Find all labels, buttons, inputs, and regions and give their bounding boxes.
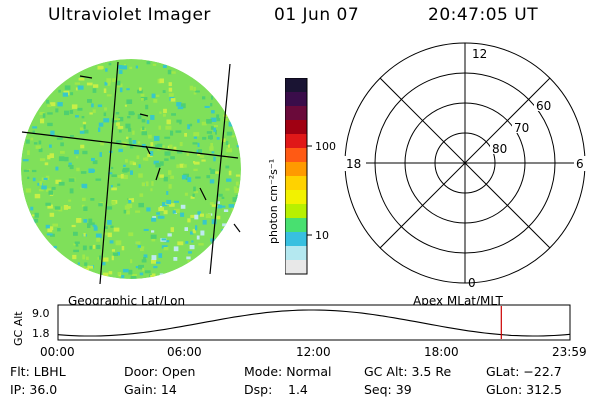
colorbar-band [285,120,307,135]
colorbar-band [285,190,307,205]
colorbar-band [285,232,307,247]
longitude-line [209,63,231,275]
colorbar-band [285,92,307,107]
door-info: Door: Open [124,364,196,379]
grid-tick [155,167,161,181]
polar-grid: 12 18 6 0 60 70 80 [344,42,588,290]
mode-info: Mode: Normal [244,364,332,379]
time-label: 20:47:05 UT [428,5,539,25]
lat-label-80: 80 [492,142,507,156]
app-title: Ultraviolet Imager [48,5,211,25]
altitude-xtick-0000: 00:00 [40,345,75,359]
disk-background [21,59,241,279]
altitude-curve [57,309,571,337]
colorbar-band [285,148,307,163]
colorbar-unit: photon cm⁻²s⁻¹ [267,159,280,244]
filter-info: Flt: LBHL [10,364,66,379]
colorbar-band [285,204,307,219]
gc-alt-info: GC Alt: 3.5 Re [364,364,452,379]
altitude-plot-frame [57,304,571,341]
mlt-label-12: 12 [472,47,487,61]
altitude-ytick-1-8: 1.8 [32,327,50,340]
mlt-label-6: 6 [576,157,584,171]
disk-speckles [22,61,241,279]
colorbar-band [285,134,307,149]
longitude-line [99,61,119,285]
colorbar-bands [285,78,307,275]
mlt-label-18: 18 [346,157,361,171]
grid-tick [145,145,151,155]
uv-image-disk [21,59,241,285]
altitude-ylabel: GC Alt [12,311,25,346]
lat-label-60: 60 [536,99,551,113]
ip-info: IP: 36.0 [10,382,58,397]
colorbar-band [285,260,307,275]
lat-label-70: 70 [514,121,529,135]
altitude-xtick-2359: 23:59 [552,345,587,359]
geographic-grid-lines [21,61,241,285]
altitude-xtick-0600: 06:00 [167,345,202,359]
grid-tick [79,75,93,79]
grid-tick [233,223,241,233]
latitude-line [21,131,239,159]
altitude-plot: GC Alt 9.0 1.8 00:00 06:00 12:00 18:00 2… [12,304,587,359]
mlt-label-0: 0 [468,276,476,290]
altitude-xtick-1800: 18:00 [424,345,459,359]
colorbar-band [285,106,307,121]
glat-info: GLat: −22.7 [486,364,562,379]
altitude-xtick-1200: 12:00 [296,345,331,359]
colorbar-band [285,78,307,93]
polar-diagonal [379,77,551,249]
colorbar-tick-10: 10 [315,229,329,242]
colorbar-band [285,218,307,233]
colorbar-tick-100: 100 [315,140,336,153]
grid-tick [139,113,149,117]
colorbar-band [285,176,307,191]
colorbar-frame [285,78,308,275]
colorbar-band [285,162,307,177]
colorbar: 100 10 [285,78,336,275]
colorbar-band [285,246,307,261]
date-label: 01 Jun 07 [274,5,360,25]
dsp-value: 1.4 [288,382,308,397]
gain-info: Gain: 14 [124,382,177,397]
colorbar-unit-label: photon cm⁻²s⁻¹ [267,159,280,244]
altitude-ytick-9: 9.0 [32,307,50,320]
glon-info: GLon: 312.5 [486,382,562,397]
dsp-label: Dsp: [244,382,273,397]
seq-info: Seq: 39 [364,382,412,397]
grid-tick [199,187,207,201]
